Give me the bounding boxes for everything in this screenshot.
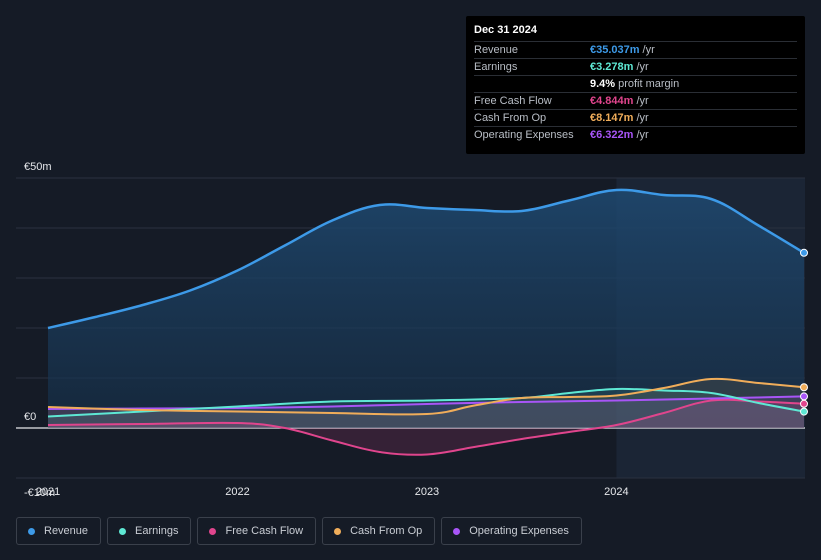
area-earnings: [48, 388, 804, 428]
tooltip-unit: /yr: [636, 61, 649, 73]
tooltip-unit: /yr: [636, 129, 649, 141]
line-cash-from-op: [47, 377, 805, 416]
legend-dot-icon: [209, 527, 217, 535]
legend-item-operating-expenses[interactable]: Operating Expenses: [441, 517, 582, 545]
tooltip-label: Revenue: [474, 44, 519, 56]
legend: Revenue Earnings Free Cash Flow Cash From O…: [16, 517, 582, 545]
legend-item-revenue[interactable]: Revenue: [16, 517, 102, 545]
legend-dot-icon: [28, 527, 35, 535]
y-tick-label: €0: [24, 411, 36, 423]
legend-label: Free Cash Flow: [225, 525, 304, 537]
tooltip-date: Dec 31 2024: [474, 24, 537, 36]
endpoint-earnings: [800, 407, 808, 416]
tooltip-label: Cash From Op: [474, 112, 547, 124]
tooltip-row: Cash From Op €8.147m/yr: [474, 109, 797, 126]
line-revenue: [47, 188, 805, 330]
line-free-cash-flow: [47, 398, 805, 456]
endpoint-revenue: [800, 248, 808, 257]
y-tick-label: -€10m: [24, 487, 55, 499]
endpoint-free-cash-flow: [800, 399, 808, 408]
tooltip-value: €8.147m: [590, 112, 634, 124]
area-cash-from-op: [48, 378, 804, 428]
tooltip-unit: profit margin: [618, 78, 680, 90]
tooltip-value: 9.4%: [590, 78, 616, 90]
legend-item-earnings[interactable]: Earnings: [107, 517, 192, 545]
legend-dot-icon: [453, 527, 461, 535]
tooltip-unit: /yr: [636, 112, 649, 124]
tooltip-label: [474, 76, 590, 92]
legend-item-free-cash-flow[interactable]: Free Cash Flow: [197, 517, 317, 545]
x-tick-label: 2023: [415, 486, 439, 498]
x-tick-label: 2022: [225, 486, 249, 498]
line-operating-expenses: [47, 395, 805, 410]
tooltip-row: Earnings €3.278m/yr: [474, 58, 797, 75]
area-operating-expenses: [48, 396, 804, 428]
endpoint-operating-expenses: [800, 392, 808, 401]
tooltip-unit: /yr: [642, 44, 655, 56]
tooltip-unit: /yr: [636, 95, 649, 107]
legend-label: Earnings: [135, 525, 179, 537]
tooltip-row: 9.4% profit margin: [474, 75, 797, 92]
tooltip-panel: Dec 31 2024 Revenue €35.037m/yr Earnings €3…: [466, 16, 805, 154]
area-revenue: [48, 189, 804, 428]
tooltip-label: Earnings: [474, 61, 518, 73]
y-tick-label: €50m: [24, 161, 52, 173]
area-free-cash-flow: [48, 399, 804, 455]
tooltip-row: Revenue €35.037m/yr: [474, 41, 797, 58]
tooltip-label: Free Cash Flow: [474, 95, 552, 107]
endpoint-cash-from-op: [800, 383, 808, 392]
legend-dot-icon: [334, 527, 342, 535]
legend-label: Revenue: [44, 525, 89, 537]
tooltip-label: Operating Expenses: [474, 129, 574, 141]
legend-label: Cash From Op: [350, 525, 423, 537]
x-tick-label: 2024: [604, 486, 628, 498]
tooltip-value: €3.278m: [590, 61, 634, 73]
tooltip-row: Free Cash Flow €4.844m/yr: [474, 92, 797, 109]
legend-label: Operating Expenses: [469, 525, 569, 537]
tooltip-value: €35.037m: [590, 44, 640, 56]
tooltip-value: €4.844m: [590, 95, 634, 107]
tooltip-value: €6.322m: [590, 129, 634, 141]
x-tick-label: 2021: [36, 486, 60, 498]
legend-item-cash-from-op[interactable]: Cash From Op: [322, 517, 436, 545]
tooltip-row: Operating Expenses €6.322m/yr: [474, 126, 797, 143]
legend-dot-icon: [119, 527, 127, 535]
